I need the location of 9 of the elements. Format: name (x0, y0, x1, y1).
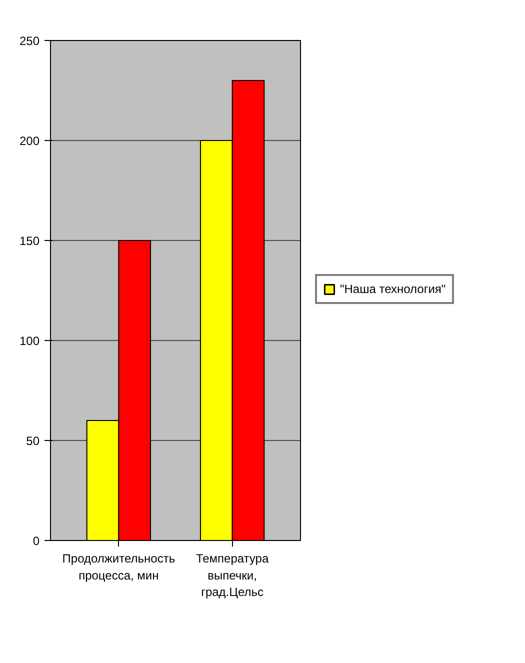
x-tick-label: Температура выпечки, град.Цельс (196, 552, 269, 600)
x-tick-label: Продолжительность процесса, мин (62, 552, 176, 582)
y-tick-label: 200 (19, 134, 40, 148)
y-tick-label: 100 (19, 334, 40, 348)
y-tick-label: 150 (19, 234, 40, 248)
y-tick-label: 50 (26, 434, 40, 448)
y-tick-label: 0 (32, 534, 40, 548)
legend-label: "Наша технология" (340, 282, 446, 296)
y-tick-label: 250 (19, 34, 40, 48)
